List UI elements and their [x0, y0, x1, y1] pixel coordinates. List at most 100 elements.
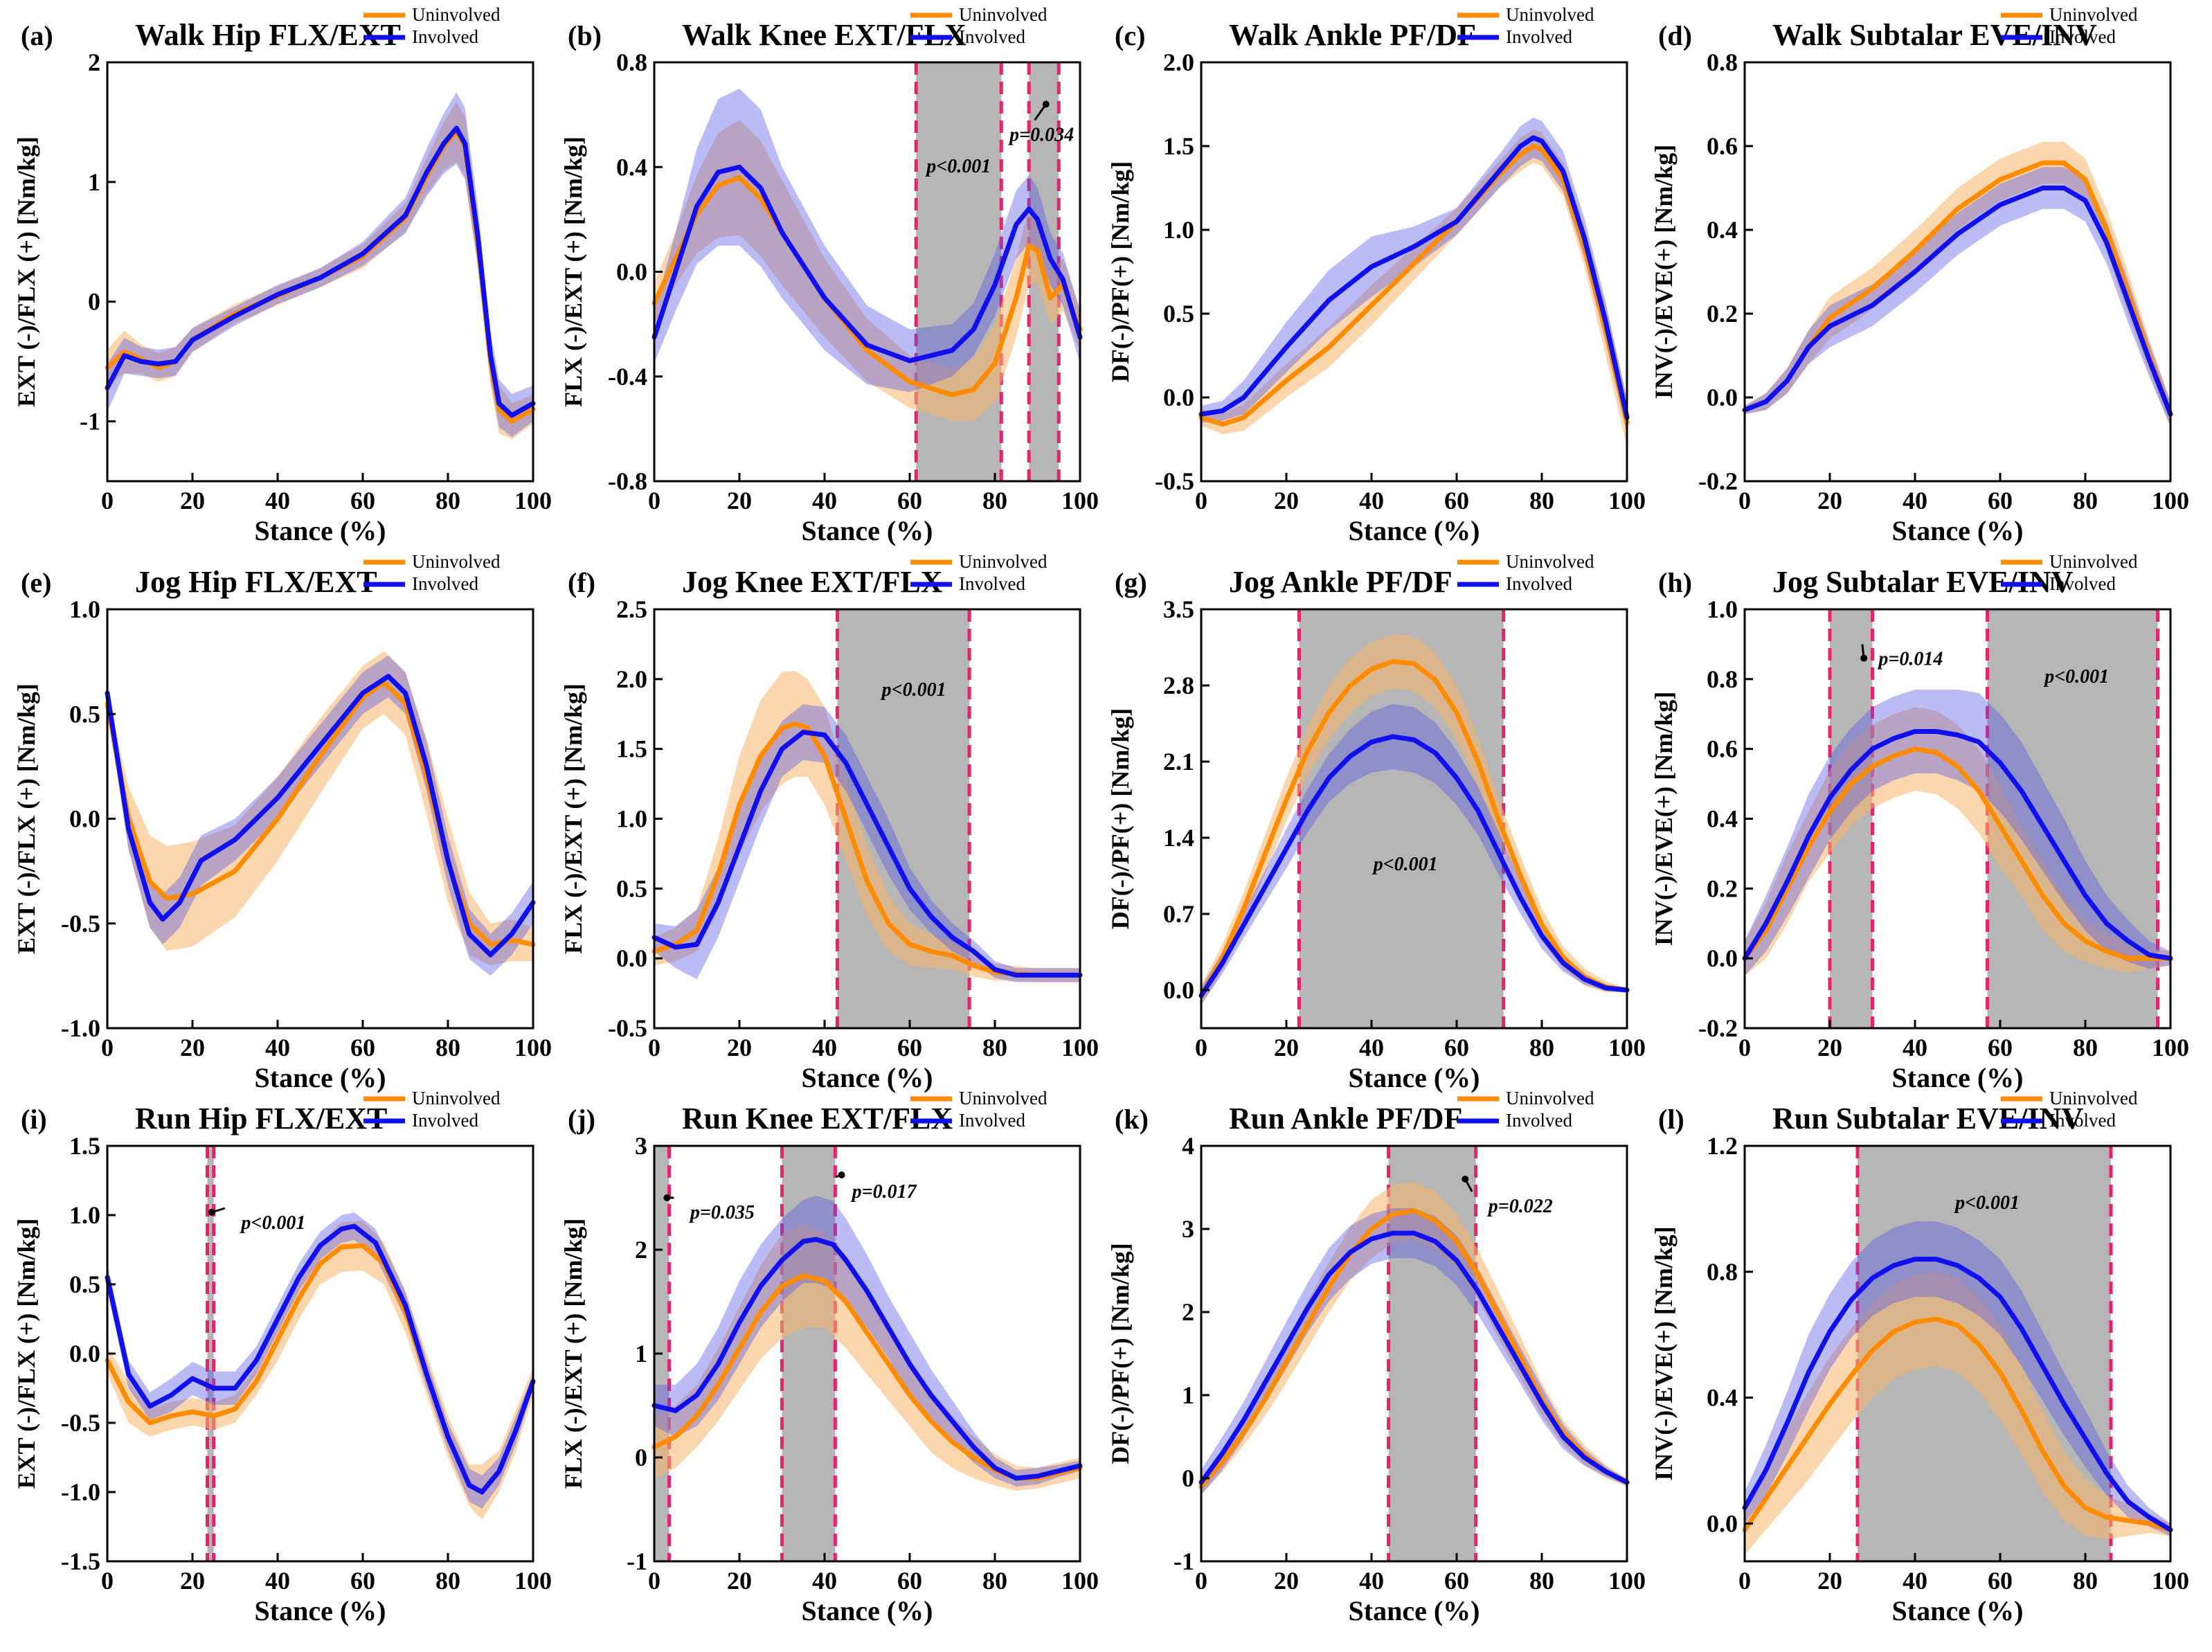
y-tick-label: 0.5	[1163, 300, 1194, 327]
p-value-annotation: p=0.035	[689, 1202, 755, 1223]
x-tick-label: 20	[180, 1567, 205, 1595]
x-tick-label: 40	[1903, 487, 1927, 514]
plot-frame	[1743, 61, 2172, 483]
series-line-involved	[105, 674, 536, 958]
series-line-involved	[105, 1223, 536, 1495]
chart-title: Walk Hip FLX/EXT	[135, 18, 401, 52]
legend-label-uninvolved: Uninvolved	[959, 4, 1047, 25]
y-tick-label: 0.0	[69, 1340, 100, 1367]
chart-title: Run Ankle PF/DF	[1229, 1102, 1462, 1135]
y-tick-label: 1.5	[616, 735, 647, 763]
series-line-involved	[1198, 135, 1630, 420]
sig-region	[207, 1146, 214, 1561]
y-tick-label: 0.2	[1707, 300, 1738, 327]
plot-frame	[106, 61, 534, 483]
x-tick-label: 80	[435, 1034, 460, 1061]
y-tick-label: 0.4	[1707, 805, 1738, 833]
chart-title: Run Hip FLX/EXT	[135, 1102, 387, 1135]
y-tick-label: 0.0	[616, 258, 647, 286]
legend-label-involved: Involved	[2049, 26, 2116, 47]
y-tick-label: -1.0	[61, 1478, 100, 1506]
y-tick-label: 0.4	[616, 153, 647, 181]
y-tick-label: -0.4	[608, 363, 647, 390]
y-tick-label: 2.0	[616, 665, 647, 693]
legend-label-uninvolved: Uninvolved	[412, 551, 501, 572]
x-tick-label: 80	[1529, 1567, 1554, 1595]
y-tick-label: 0.4	[1707, 216, 1738, 244]
x-tick-label: 60	[1988, 487, 2013, 514]
x-axis-label: Stance (%)	[1892, 515, 2024, 546]
x-tick-label: 100	[514, 1034, 552, 1061]
panel-label: (c)	[1115, 20, 1145, 51]
sd-band-involved	[107, 92, 533, 438]
plot-frame	[1200, 608, 1628, 1030]
y-tick-label: 4	[1182, 1132, 1194, 1160]
chart-panel-c: 0 20 40 60 80 100 -0.5 0.0 0.5 1.0 1.5 2.0 Stance (%…	[1106, 4, 1646, 546]
y-axis-label: DF(-)/PF(+) [Nm/kg]	[1106, 161, 1134, 382]
y-tick-label: 0.0	[616, 944, 647, 972]
x-tick-label: 20	[1817, 487, 1842, 514]
chart-panel-f: 0 20 40 60 80 100 -0.5 0.0 0.5 1.0 1.5 2.0 2.5 Stance…	[559, 551, 1099, 1093]
series-line-involved	[1742, 186, 2173, 417]
x-tick-label: 40	[1903, 1567, 1927, 1595]
x-axis-label: Stance (%)	[255, 515, 386, 546]
y-tick-label: 2.8	[1163, 672, 1194, 699]
chart-panel-h: 0 20 40 60 80 100 -0.2 0.0 0.2 0.4 0.6 0.8 1.0 Stance…	[1650, 551, 2189, 1093]
x-tick-label: 60	[1444, 1034, 1469, 1061]
x-tick-label: 40	[265, 487, 290, 514]
y-tick-label: 3.5	[1163, 595, 1194, 623]
series-line-uninvolved	[1742, 746, 2173, 961]
sd-band-involved	[654, 88, 1080, 393]
legend-label-involved: Involved	[959, 573, 1025, 594]
x-tick-label: 20	[1817, 1034, 1842, 1061]
sd-band-involved	[654, 1196, 1080, 1487]
x-tick-label: 40	[812, 487, 837, 514]
series-line-uninvolved	[1198, 658, 1630, 998]
x-axis-label: Stance (%)	[802, 515, 933, 546]
y-tick-label: 1.0	[616, 805, 647, 833]
annotation-arrowhead	[1042, 100, 1050, 108]
x-tick-label: 60	[897, 1567, 922, 1595]
sd-band-involved	[654, 704, 1080, 982]
p-value-annotation: p=0.014	[1877, 649, 1943, 670]
y-tick-label: -0.5	[61, 910, 100, 937]
y-axis-label: DF(-)/PF(+) [Nm/kg]	[1106, 1243, 1134, 1464]
x-tick-label: 60	[897, 487, 922, 514]
x-tick-label: 80	[2073, 1034, 2098, 1061]
x-tick-label: 20	[727, 487, 752, 514]
x-axis-label: Stance (%)	[255, 1062, 386, 1093]
y-axis-label: FLX (-)/EXT (+) [Nm/kg]	[559, 1219, 587, 1489]
x-tick-label: 100	[1608, 1567, 1646, 1595]
sd-band-uninvolved	[107, 1221, 533, 1520]
x-tick-label: 20	[727, 1034, 752, 1061]
x-tick-label: 60	[897, 1034, 922, 1061]
legend-label-involved: Involved	[2049, 573, 2116, 594]
y-tick-label: 0.8	[1707, 1258, 1738, 1286]
legend-label-uninvolved: Uninvolved	[412, 4, 501, 25]
plot-frame	[106, 608, 534, 1030]
y-tick-label: 2.1	[1163, 748, 1194, 775]
panel-label: (f)	[568, 567, 595, 598]
sd-band-uninvolved	[107, 651, 533, 966]
x-tick-label: 0	[1738, 1034, 1751, 1061]
chart-title: Jog Ankle PF/DF	[1229, 565, 1453, 599]
y-tick-label: 0.8	[1707, 48, 1738, 76]
sd-band-involved	[1745, 689, 2170, 976]
x-tick-label: 80	[982, 487, 1007, 514]
chart-panel-i: 0 20 40 60 80 100 -1.5 -1.0 -0.5 0.0 0.5 1.0 1.5 Stan…	[12, 1088, 552, 1626]
x-tick-label: 20	[727, 1567, 752, 1595]
y-tick-label: 0.8	[1707, 665, 1738, 693]
y-tick-label: 2	[635, 1236, 647, 1264]
y-tick-label: 0.0	[1163, 976, 1194, 1004]
y-tick-label: 2	[88, 48, 100, 76]
p-value-annotation: p<0.001	[2043, 666, 2109, 688]
annotation-arrowhead	[208, 1209, 215, 1216]
annotation-arrowhead	[1860, 654, 1868, 662]
y-axis-label: EXT (-)/FLX (+) [Nm/kg]	[12, 683, 40, 954]
sd-band-uninvolved	[107, 102, 533, 440]
chart-panel-a: 0 20 40 60 80 100 -1 0 1 2 Stance (%) EXT (-)/FLX (…	[12, 4, 552, 546]
series-line-uninvolved	[651, 721, 1083, 978]
y-tick-label: 1.2	[1707, 1132, 1738, 1160]
